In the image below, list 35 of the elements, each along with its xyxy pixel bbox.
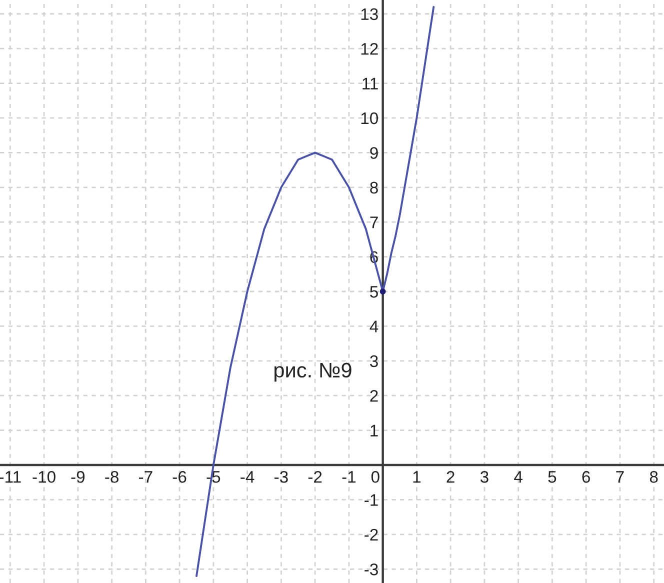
y-tick-label: 10 [361,112,378,124]
y-tick-label: -1 [364,494,378,506]
x-tick-label: 1 [413,471,421,483]
y-tick-label: 2 [370,390,378,402]
y-tick-label: 13 [361,8,378,20]
x-tick-label: 2 [446,471,454,483]
y-tick-label: 4 [370,320,378,332]
y-tick-label: 7 [370,216,378,228]
y-tick-label: 9 [370,147,378,159]
x-tick-label: 8 [650,471,658,483]
x-tick-label: -3 [274,471,288,483]
x-tick-label: -8 [105,471,118,483]
x-tick-label: -2 [308,471,322,483]
y-tick-label: 11 [362,78,378,90]
x-tick-label: 6 [582,471,590,483]
x-tick-label: -10 [32,471,56,483]
y-tick-label: 12 [361,42,378,55]
y-tick-label: 3 [370,355,378,368]
y-tick-label: 5 [370,286,378,298]
y-tick-label: 1 [370,424,378,436]
x-tick-label: -7 [139,471,152,483]
x-tick-label: -6 [172,471,186,483]
x-tick-label: 4 [514,471,522,483]
x-tick-label: 7 [616,471,624,483]
line-series [196,6,435,578]
y-tick-label: -2 [364,528,378,540]
x-tick-label: -4 [240,471,254,483]
x-tick-label: 5 [548,471,556,483]
x-tick-label: 3 [480,471,488,483]
x-tick-label: -9 [71,471,85,483]
x-tick-label: 0 [371,471,380,483]
y-tick-label: -3 [364,564,378,576]
x-tick-label: -1 [342,471,356,483]
annotation: рис. №9 [274,362,352,382]
y-tick-label: 8 [370,182,378,194]
